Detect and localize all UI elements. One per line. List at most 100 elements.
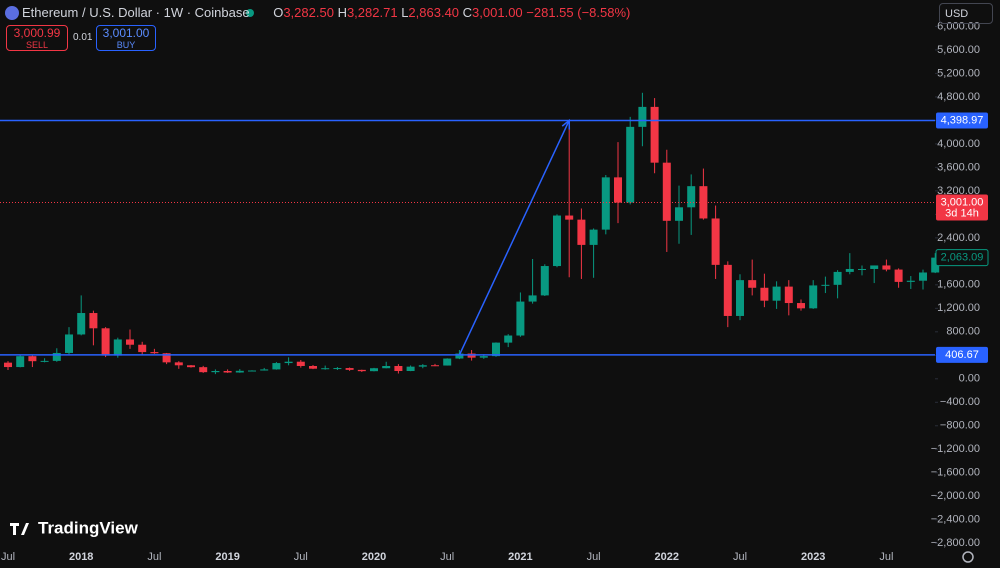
candle-body	[309, 365, 317, 369]
candle-body	[638, 106, 647, 127]
current-price-tag	[936, 194, 988, 221]
symbol-header: Ethereum / U.S. Dollar · 1W · Coinbase O…	[22, 5, 630, 20]
candle-body	[626, 126, 635, 203]
candle-body	[65, 334, 73, 353]
candle-body	[370, 368, 378, 372]
candle-body	[4, 362, 12, 368]
y-tick-label: −2,400.00	[931, 514, 980, 526]
candle-body	[260, 369, 269, 371]
candle-body	[516, 301, 525, 336]
y-tick-label: 3,600.00	[937, 161, 980, 173]
y-tick-label: −1,600.00	[931, 467, 980, 479]
brand-logo	[10, 523, 29, 535]
x-tick-label: 2020	[362, 551, 386, 563]
sell-button[interactable]: 3,000.99 SELL	[6, 25, 68, 51]
candle-body	[248, 370, 256, 372]
candle-body	[577, 219, 586, 245]
candle-body	[174, 362, 183, 366]
sell-label: SELL	[25, 40, 49, 50]
o-label: O	[273, 5, 284, 20]
candle-body	[736, 280, 744, 316]
buy-button[interactable]: 3,001.00 BUY	[96, 25, 156, 51]
y-tick-label: 2,400.00	[937, 232, 980, 244]
trend-arrow	[458, 120, 570, 356]
h-value: 3,282.71	[346, 5, 398, 20]
candle-body	[931, 257, 940, 273]
candle-body	[455, 353, 464, 359]
candle-body	[150, 352, 159, 354]
candle-body	[687, 186, 696, 208]
candle-body	[162, 353, 171, 363]
l-value: 2,863.40	[408, 5, 460, 20]
symbol-icon	[5, 6, 19, 20]
candle-body	[540, 266, 549, 296]
candle-body	[101, 328, 110, 356]
x-tick-label: 2022	[655, 551, 679, 563]
candle-body	[333, 368, 342, 370]
x-tick-label: 2023	[801, 551, 825, 563]
candle-body	[382, 365, 391, 369]
candle-body	[223, 370, 232, 373]
status-dot	[246, 9, 254, 17]
x-tick-label: 2018	[69, 551, 93, 563]
settings-icon[interactable]	[962, 551, 974, 563]
candle-body	[321, 368, 330, 370]
last-price-tag	[935, 249, 989, 267]
arrow-head	[561, 118, 571, 130]
candle-body	[833, 271, 842, 285]
y-tick-label: −400.00	[940, 396, 980, 408]
candle-body	[16, 356, 25, 368]
candle-body	[675, 207, 683, 221]
price-tag-label: 406.67	[945, 349, 979, 361]
candle-body	[77, 313, 86, 335]
candle-body	[906, 280, 915, 282]
candle-body	[565, 215, 574, 220]
candle-body	[772, 286, 781, 301]
x-tick-label: Jul	[587, 551, 601, 563]
currency-button[interactable]: USD	[939, 3, 993, 24]
candle-body	[882, 265, 891, 270]
candle-body	[528, 295, 537, 302]
x-tick-label: Jul	[1, 551, 15, 563]
candle-body	[40, 360, 49, 362]
candle-body	[650, 106, 659, 163]
candle-body	[187, 365, 195, 368]
price-axis	[935, 0, 1000, 545]
x-tick-label: Jul	[147, 551, 161, 563]
candle-body	[784, 286, 793, 304]
candle-body	[357, 369, 366, 372]
y-tick-label: 5,600.00	[937, 44, 980, 56]
candle-body	[211, 370, 220, 373]
candle-body	[614, 177, 622, 203]
x-tick-label: Jul	[733, 551, 747, 563]
candle-body	[443, 358, 452, 366]
candle-body	[553, 215, 561, 267]
x-tick-label: 2019	[215, 551, 239, 563]
candle-body	[797, 303, 805, 309]
y-tick-label: −2,800.00	[931, 537, 980, 549]
candle-body	[138, 344, 147, 353]
buy-label: BUY	[116, 40, 136, 50]
candle-body	[711, 218, 720, 265]
candle-body	[406, 366, 415, 371]
last-price-label: 2,063.09	[941, 252, 984, 264]
countdown: 3d 14h	[945, 207, 979, 219]
candle-body	[28, 356, 37, 362]
change: −281.55 (−8.58%)	[526, 5, 631, 20]
x-tick-label: 2021	[508, 551, 532, 563]
y-tick-label: −1,200.00	[931, 443, 980, 455]
candle-body	[296, 361, 305, 366]
sell-price: 3,000.99	[13, 26, 61, 40]
candle-body	[431, 365, 439, 367]
x-tick-label: Jul	[294, 551, 308, 563]
candle-body	[272, 363, 281, 370]
candle-body	[760, 287, 769, 301]
h-label: H	[337, 5, 347, 20]
candle-body	[113, 339, 122, 356]
y-tick-label: 5,200.00	[937, 67, 980, 79]
y-tick-label: −2,000.00	[931, 490, 980, 502]
candle-body	[919, 272, 927, 281]
candle-body	[821, 284, 830, 286]
candle-body	[394, 365, 403, 371]
y-tick-label: 3,200.00	[937, 185, 980, 197]
